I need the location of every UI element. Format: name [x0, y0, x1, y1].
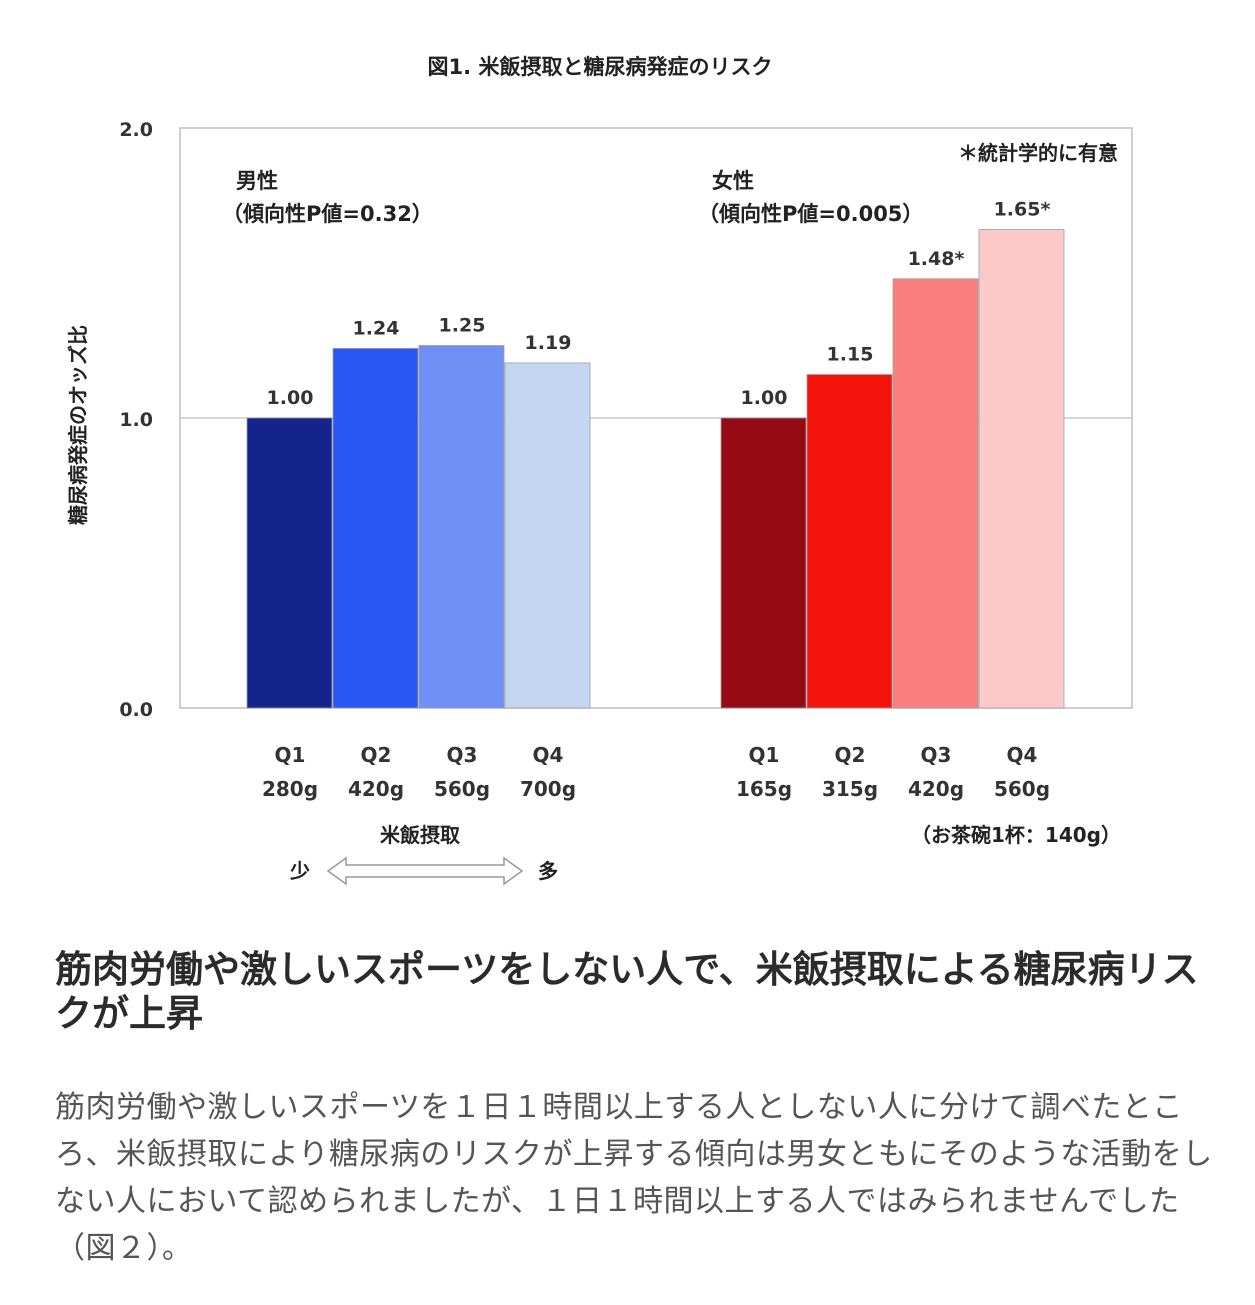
men-amount-label-q4: 700g — [520, 777, 576, 801]
article-body: 筋肉労働や激しいスポーツを１日１時間以上する人としない人に分けて調べたところ、米… — [55, 1090, 1213, 1266]
odds-ratio-chart: 図1. 米飯摂取と糖尿病発症のリスク 2.0 1.0 0.0 糖尿病発症のオッズ… — [66, 55, 1133, 886]
men-bar-q2 — [332, 347, 419, 709]
double-arrow-icon — [326, 856, 524, 886]
x-axis-label: 米飯摂取 — [380, 823, 460, 847]
women-amount-label-q2: 315g — [822, 777, 878, 801]
men-value-label-q3: 1.25 — [439, 315, 486, 337]
arrow-label-less: 少 — [289, 859, 310, 883]
bars-layer: 1.00 Q1 280g 1.24 Q2 420g 1.25 Q3 560g 1.19 Q4 700g… — [246, 199, 1065, 801]
women-value-label-q1: 1.00 — [741, 387, 788, 409]
men-category-label-q3: Q3 — [447, 743, 478, 767]
men-bar-q4 — [504, 362, 591, 709]
men-value-label-q1: 1.00 — [267, 387, 314, 409]
women-amount-label-q4: 560g — [994, 777, 1050, 801]
women-value-label-q2: 1.15 — [827, 344, 874, 366]
y-axis-label: 糖尿病発症のオッズ比 — [66, 325, 90, 525]
chart-title: 図1. 米飯摂取と糖尿病発症のリスク — [428, 55, 773, 79]
significance-note: ＊統計学的に有意 — [958, 141, 1118, 165]
men-value-label-q2: 1.24 — [353, 317, 400, 339]
men-category-label-q4: Q4 — [533, 743, 564, 767]
women-bar-q4 — [978, 229, 1065, 709]
women-category-label-q3: Q3 — [921, 743, 952, 767]
women-amount-label-q1: 165g — [736, 777, 792, 801]
women-category-label-q2: Q2 — [835, 743, 866, 767]
article-heading: 筋肉労働や激しいスポーツをしない人で、米飯摂取による糖尿病リスクが上昇 — [55, 948, 1199, 1035]
men-trend-label: （傾向性P値=0.32） — [222, 202, 433, 226]
y-tick-label-middle: 1.0 — [119, 409, 153, 431]
men-category-label-q2: Q2 — [361, 743, 392, 767]
men-amount-label-q1: 280g — [262, 777, 318, 801]
women-value-label-q3: 1.48* — [908, 248, 965, 270]
men-category-label-q1: Q1 — [275, 743, 306, 767]
men-amount-label-q2: 420g — [348, 777, 404, 801]
women-value-label-q4: 1.65* — [994, 199, 1051, 221]
arrow-label-more: 多 — [538, 859, 558, 883]
women-category-label-q4: Q4 — [1007, 743, 1038, 767]
y-tick-label-bottom: 0.0 — [119, 699, 153, 721]
men-bar-q1 — [246, 417, 333, 709]
women-trend-label: （傾向性P値=0.005） — [698, 202, 923, 226]
women-bar-q1 — [720, 417, 807, 709]
article-section: 筋肉労働や激しいスポーツをしない人で、米飯摂取による糖尿病リスクが上昇 筋肉労働… — [55, 948, 1215, 1272]
women-category-label-q1: Q1 — [749, 743, 780, 767]
men-group-label: 男性 — [236, 169, 278, 193]
men-amount-label-q3: 560g — [434, 777, 490, 801]
serving-footnote: （お茶碗1杯：140g） — [911, 823, 1121, 847]
men-bar-q3 — [418, 345, 505, 709]
women-bar-q2 — [806, 374, 893, 709]
women-amount-label-q3: 420g — [908, 777, 964, 801]
men-value-label-q4: 1.19 — [525, 332, 572, 354]
women-group-label: 女性 — [712, 169, 754, 193]
women-bar-q3 — [892, 278, 979, 709]
y-tick-label-top: 2.0 — [119, 119, 153, 141]
